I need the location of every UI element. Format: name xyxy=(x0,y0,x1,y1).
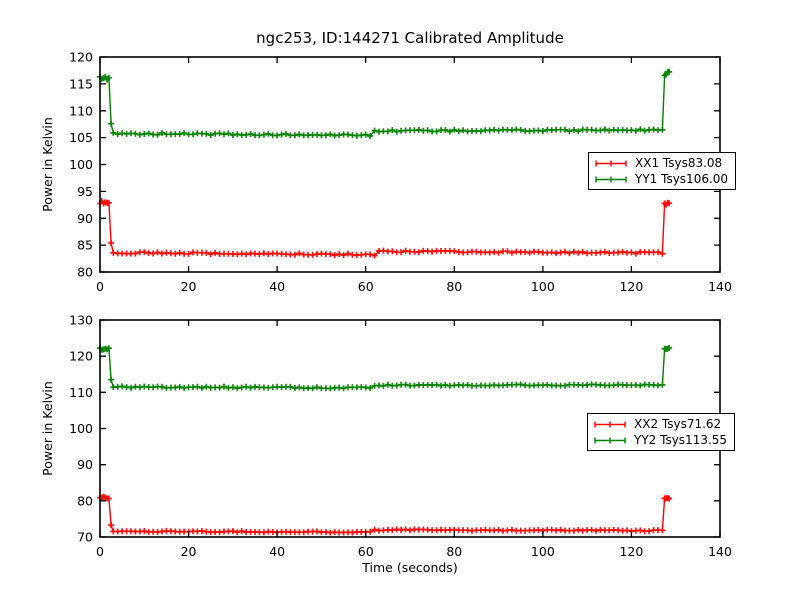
y-tick-label: 85 xyxy=(77,238,93,253)
legend-line-sample-icon xyxy=(594,421,626,427)
x-tick-label: 60 xyxy=(358,544,374,559)
series-line xyxy=(99,71,670,137)
y-tick-label: 100 xyxy=(69,157,93,172)
series-line xyxy=(99,346,670,390)
y-tick-label: 90 xyxy=(77,211,93,226)
y-tick-label: 80 xyxy=(77,493,93,508)
series-yy2 xyxy=(97,345,673,392)
x-axis-label: Time (seconds) xyxy=(362,560,458,575)
legend-line-sample-icon xyxy=(594,437,626,443)
legend-bottom: XX2 Tsys71.62 YY2 Tsys113.55 xyxy=(587,413,736,451)
x-tick-label: 120 xyxy=(619,279,643,294)
x-tick-label: 100 xyxy=(531,544,555,559)
y-tick-label: 70 xyxy=(77,530,93,545)
y-tick-label: 115 xyxy=(69,76,93,91)
legend-line-sample-icon xyxy=(595,160,627,166)
legend-entry-xx2: XX2 Tsys71.62 xyxy=(593,417,727,432)
y-tick-label: 120 xyxy=(69,349,93,364)
x-tick-label: 120 xyxy=(619,544,643,559)
x-tick-label: 20 xyxy=(181,544,197,559)
x-tick-label: 80 xyxy=(446,544,462,559)
legend-entry-yy2: YY2 Tsys113.55 xyxy=(593,433,727,448)
x-tick-label: 40 xyxy=(269,279,285,294)
series-xx1 xyxy=(97,198,673,259)
series-markers xyxy=(97,198,673,259)
series-line xyxy=(100,496,670,534)
y-tick-label: 120 xyxy=(69,50,93,65)
y-tick-label: 100 xyxy=(69,421,93,436)
chart-title: ngc253, ID:144271 Calibrated Amplitude xyxy=(256,29,564,47)
x-tick-label: 80 xyxy=(446,279,462,294)
legend-line-sample-icon xyxy=(595,176,627,182)
y-tick-label: 105 xyxy=(69,130,93,145)
top-y-axis-label: Power in Kelvin xyxy=(39,117,55,212)
x-tick-label: 40 xyxy=(269,544,285,559)
series-line xyxy=(99,199,670,257)
x-tick-label: 0 xyxy=(96,544,104,559)
series-markers xyxy=(97,493,673,536)
x-tick-label: 60 xyxy=(358,279,374,294)
y-tick-label: 110 xyxy=(69,385,93,400)
x-tick-label: 100 xyxy=(531,279,555,294)
y-tick-label: 95 xyxy=(77,184,93,199)
y-tick-label: 80 xyxy=(77,265,93,280)
bottom-y-axis-label: Power in Kelvin xyxy=(39,381,55,476)
top-subplot: 0 20 40 60 80 100 120 140 80 85 90 95 100 105 110 115 12… xyxy=(69,50,732,295)
series-xx2 xyxy=(97,493,673,536)
series-yy1 xyxy=(97,68,673,139)
legend-label: YY2 Tsys113.55 xyxy=(634,433,728,447)
series-markers xyxy=(97,68,673,139)
legend-entry-xx1: XX1 Tsys83.08 xyxy=(594,156,728,171)
x-tick-label: 0 xyxy=(96,279,104,294)
legend-label: XX2 Tsys71.62 xyxy=(634,417,722,431)
x-tick-label: 20 xyxy=(181,279,197,294)
y-tick-label: 110 xyxy=(69,103,93,118)
legend-top: XX1 Tsys83.08 YY1 Tsys106.00 xyxy=(588,152,737,190)
legend-entry-yy1: YY1 Tsys106.00 xyxy=(594,172,728,187)
x-tick-label: 140 xyxy=(708,544,732,559)
y-tick-label: 130 xyxy=(69,313,93,328)
x-tick-label: 140 xyxy=(708,279,732,294)
y-tick-label: 90 xyxy=(77,457,93,472)
series-markers xyxy=(97,345,673,392)
legend-label: XX1 Tsys83.08 xyxy=(635,156,723,170)
legend-label: YY1 Tsys106.00 xyxy=(635,172,729,186)
